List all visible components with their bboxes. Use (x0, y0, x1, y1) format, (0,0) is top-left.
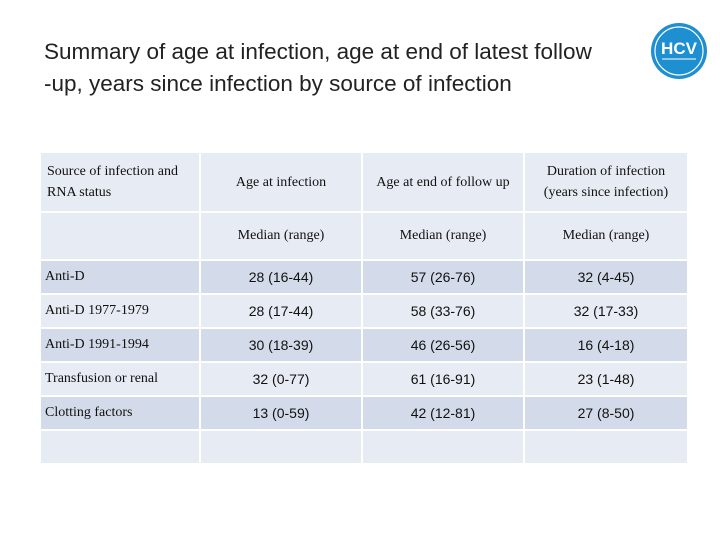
cell-age-at-end-of-follow-up: 57 (26-76) (363, 261, 523, 293)
cell-age-at-infection: 28 (17-44) (201, 295, 361, 327)
table-row: Transfusion or renal 32 (0-77) 61 (16-91… (41, 363, 687, 395)
header-duration-of-infection: Duration of infection (years since infec… (525, 153, 687, 211)
cell-age-at-infection (201, 431, 361, 463)
cell-duration-of-infection (525, 431, 687, 463)
row-source-label: Transfusion or renal (41, 363, 199, 395)
cell-duration-of-infection: 32 (4-45) (525, 261, 687, 293)
summary-table: Source of infection and RNA status Age a… (39, 151, 689, 465)
subheader-empty (41, 213, 199, 259)
cell-duration-of-infection: 23 (1-48) (525, 363, 687, 395)
hcv-logo-icon: HCV (651, 23, 707, 79)
cell-age-at-end-of-follow-up: 61 (16-91) (363, 363, 523, 395)
table-row: Anti-D 1977-1979 28 (17-44) 58 (33-76) 3… (41, 295, 687, 327)
row-source-label: Anti-D 1991-1994 (41, 329, 199, 361)
row-source-label: Anti-D 1977-1979 (41, 295, 199, 327)
cell-age-at-infection: 32 (0-77) (201, 363, 361, 395)
header-source: Source of infection and RNA status (41, 153, 199, 211)
row-source-label: Anti-D (41, 261, 199, 293)
table-subheader-row: Median (range) Median (range) Median (ra… (41, 213, 687, 259)
cell-age-at-infection: 28 (16-44) (201, 261, 361, 293)
summary-table-container: Source of infection and RNA status Age a… (39, 151, 687, 465)
subheader-median-range: Median (range) (525, 213, 687, 259)
cell-age-at-infection: 13 (0-59) (201, 397, 361, 429)
row-source-label (41, 431, 199, 463)
table-header-row: Source of infection and RNA status Age a… (41, 153, 687, 211)
cell-duration-of-infection: 16 (4-18) (525, 329, 687, 361)
slide-title-line-1: Summary of age at infection, age at end … (44, 39, 592, 64)
slide-title: Summary of age at infection, age at end … (44, 36, 684, 100)
logo-text: HCV (661, 39, 698, 58)
table-row-empty (41, 431, 687, 463)
row-source-label: Clotting factors (41, 397, 199, 429)
cell-age-at-infection: 30 (18-39) (201, 329, 361, 361)
cell-age-at-end-of-follow-up: 42 (12-81) (363, 397, 523, 429)
header-age-at-end-of-follow-up: Age at end of follow up (363, 153, 523, 211)
subheader-median-range: Median (range) (201, 213, 361, 259)
cell-duration-of-infection: 27 (8-50) (525, 397, 687, 429)
cell-age-at-end-of-follow-up: 46 (26-56) (363, 329, 523, 361)
subheader-median-range: Median (range) (363, 213, 523, 259)
table-row: Anti-D 1991-1994 30 (18-39) 46 (26-56) 1… (41, 329, 687, 361)
cell-duration-of-infection: 32 (17-33) (525, 295, 687, 327)
slide-title-line-2: -up, years since infection by source of … (44, 71, 512, 96)
table-row: Clotting factors 13 (0-59) 42 (12-81) 27… (41, 397, 687, 429)
table-row: Anti-D 28 (16-44) 57 (26-76) 32 (4-45) (41, 261, 687, 293)
header-age-at-infection: Age at infection (201, 153, 361, 211)
cell-age-at-end-of-follow-up: 58 (33-76) (363, 295, 523, 327)
cell-age-at-end-of-follow-up (363, 431, 523, 463)
